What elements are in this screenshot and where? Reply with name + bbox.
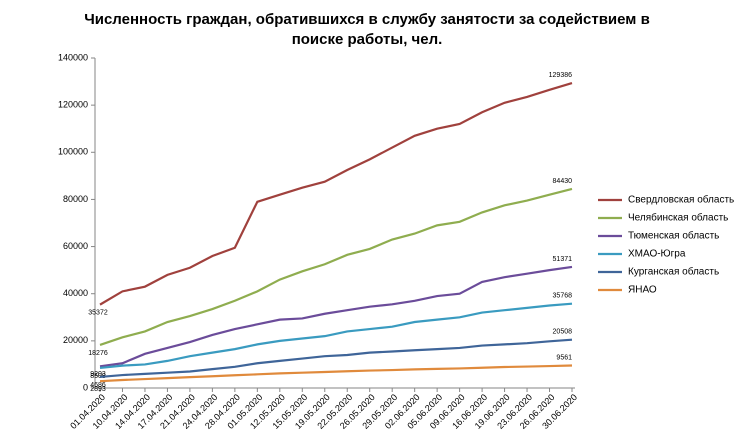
data-label: 35372 — [88, 309, 108, 316]
data-label: 129386 — [549, 72, 572, 79]
y-tick-label: 120000 — [58, 100, 88, 110]
series-line — [99, 265, 573, 368]
data-label: 8508 — [90, 373, 106, 380]
legend-label: Челябинская область — [628, 212, 728, 224]
data-label: 35768 — [553, 293, 573, 300]
y-tick-label: 100000 — [58, 147, 88, 157]
legend-label: ХМАО-Югра — [628, 249, 686, 260]
data-label: 84430 — [553, 178, 573, 185]
legend-label: Тюменская область — [628, 230, 719, 242]
data-label: 9203 — [90, 371, 106, 378]
data-label: 9561 — [556, 354, 572, 361]
y-tick-label: 20000 — [63, 335, 88, 345]
data-label: 51371 — [553, 256, 573, 263]
data-label: 2893 — [90, 386, 106, 393]
data-label: 4686 — [90, 382, 106, 389]
chart-title: поиске работы, чел. — [292, 31, 443, 48]
y-tick-label: 60000 — [63, 241, 88, 251]
y-tick-label: 0 — [83, 382, 88, 392]
series-line — [99, 364, 573, 383]
y-tick-label: 80000 — [63, 194, 88, 204]
legend-label: ЯНАО — [628, 285, 657, 296]
data-label: 18276 — [88, 350, 108, 357]
y-tick-label: 140000 — [58, 52, 88, 62]
series-line — [99, 81, 573, 306]
legend-label: Курганская область — [628, 266, 719, 278]
data-label: 20508 — [553, 329, 573, 336]
series-line — [99, 187, 573, 346]
y-tick-label: 40000 — [63, 288, 88, 298]
chart-title: Численность граждан, обратившихся в служ… — [84, 11, 650, 28]
legend-label: Свердловская область — [628, 194, 734, 206]
series-line — [99, 338, 573, 379]
series-line — [99, 302, 573, 370]
